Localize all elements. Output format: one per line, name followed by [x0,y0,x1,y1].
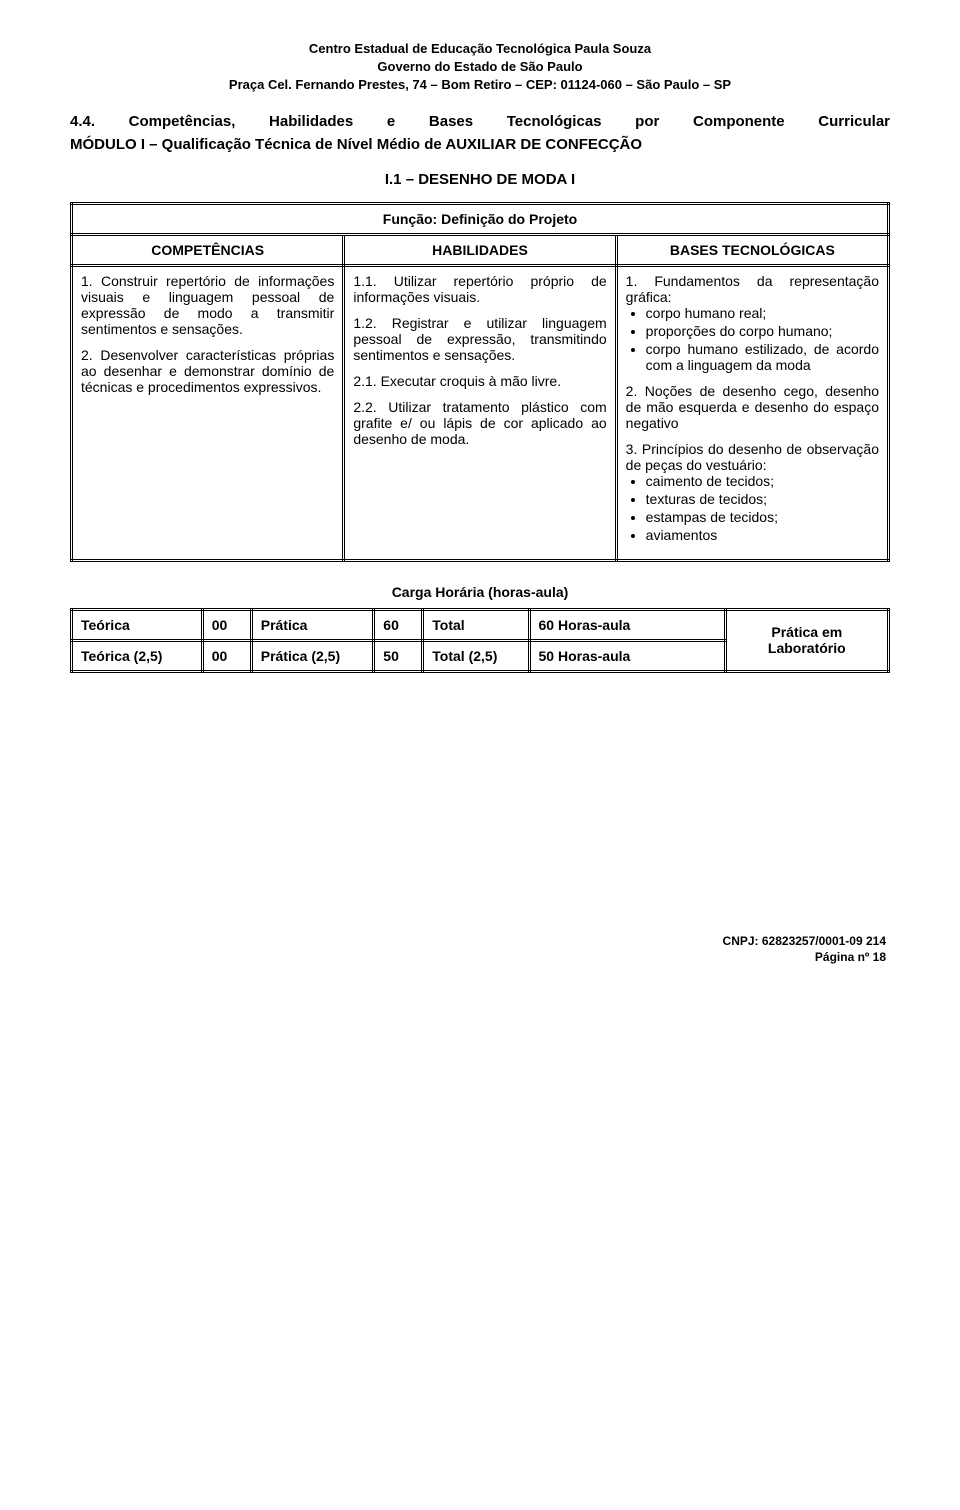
carga-r1-c5: Total [423,609,529,640]
carga-r1-c3: Prática [251,609,374,640]
bases-lead-1: 1. Fundamentos da representação gráfica: [626,273,879,305]
page-footer: CNPJ: 62823257/0001-09 214 Página nº 18 [70,933,890,967]
bases-list-1-item: corpo humano real; [646,305,879,321]
bases-list-1: corpo humano real; proporções do corpo h… [626,305,879,373]
bases-list-3-item: aviamentos [646,527,879,543]
bases-item-2: 2. Noções de desenho cego, desenho de mã… [626,383,879,431]
col-header-bases: BASES TECNOLÓGICAS [616,234,888,265]
footer-page-number: Página nº 18 [70,949,886,966]
cell-competencias: 1. Construir repertório de informações v… [72,265,344,560]
cell-bases: 1. Fundamentos da representação gráfica:… [616,265,888,560]
carga-r1-c4: 60 [374,609,423,640]
bases-list-3-item: texturas de tecidos; [646,491,879,507]
header-line-2: Governo do Estado de São Paulo [70,58,890,76]
document-header: Centro Estadual de Educação Tecnológica … [70,40,890,95]
bases-list-3: caimento de tecidos; texturas de tecidos… [626,473,879,543]
col-header-competencias: COMPETÊNCIAS [72,234,344,265]
header-line-3: Praça Cel. Fernando Prestes, 74 – Bom Re… [70,76,890,94]
carga-r2-c4: 50 [374,640,423,671]
habilidades-item-3: 2.1. Executar croquis à mão livre. [353,373,606,389]
module-line: MÓDULO I – Qualificação Técnica de Nível… [70,136,890,153]
header-line-1: Centro Estadual de Educação Tecnológica … [70,40,890,58]
carga-r2-c2: 00 [202,640,251,671]
carga-r1-c1: Teórica [72,609,203,640]
carga-table: Teórica 00 Prática 60 Total 60 Horas-aul… [70,608,890,673]
section-title: 4.4. Competências, Habilidades e Bases T… [70,113,890,130]
carga-title: Carga Horária (horas-aula) [70,584,890,600]
carga-r2-c6: 50 Horas-aula [529,640,725,671]
footer-cnpj: CNPJ: 62823257/0001-09 214 [70,933,886,950]
carga-side: Prática em Laboratório [725,609,888,671]
competencies-table: Função: Definição do Projeto COMPETÊNCIA… [70,202,890,562]
habilidades-item-2: 1.2. Registrar e utilizar linguagem pess… [353,315,606,363]
subject-title: I.1 – DESENHO DE MODA I [70,171,890,188]
habilidades-item-1: 1.1. Utilizar repertório próprio de info… [353,273,606,305]
bases-lead-3: 3. Princípios do desenho de observação d… [626,441,879,473]
carga-r2-c3: Prática (2,5) [251,640,374,671]
competencias-item-2: 2. Desenvolver características próprias … [81,347,334,395]
carga-r2-c1: Teórica (2,5) [72,640,203,671]
col-header-habilidades: HABILIDADES [344,234,616,265]
bases-list-3-item: estampas de tecidos; [646,509,879,525]
competencias-item-1: 1. Construir repertório de informações v… [81,273,334,337]
bases-list-1-item: corpo humano estilizado, de acordo com a… [646,341,879,373]
cell-habilidades: 1.1. Utilizar repertório próprio de info… [344,265,616,560]
bases-list-3-item: caimento de tecidos; [646,473,879,489]
carga-r1-c6: 60 Horas-aula [529,609,725,640]
function-row: Função: Definição do Projeto [72,203,889,234]
bases-list-1-item: proporções do corpo humano; [646,323,879,339]
carga-r1-c2: 00 [202,609,251,640]
carga-r2-c5: Total (2,5) [423,640,529,671]
habilidades-item-4: 2.2. Utilizar tratamento plástico com gr… [353,399,606,447]
